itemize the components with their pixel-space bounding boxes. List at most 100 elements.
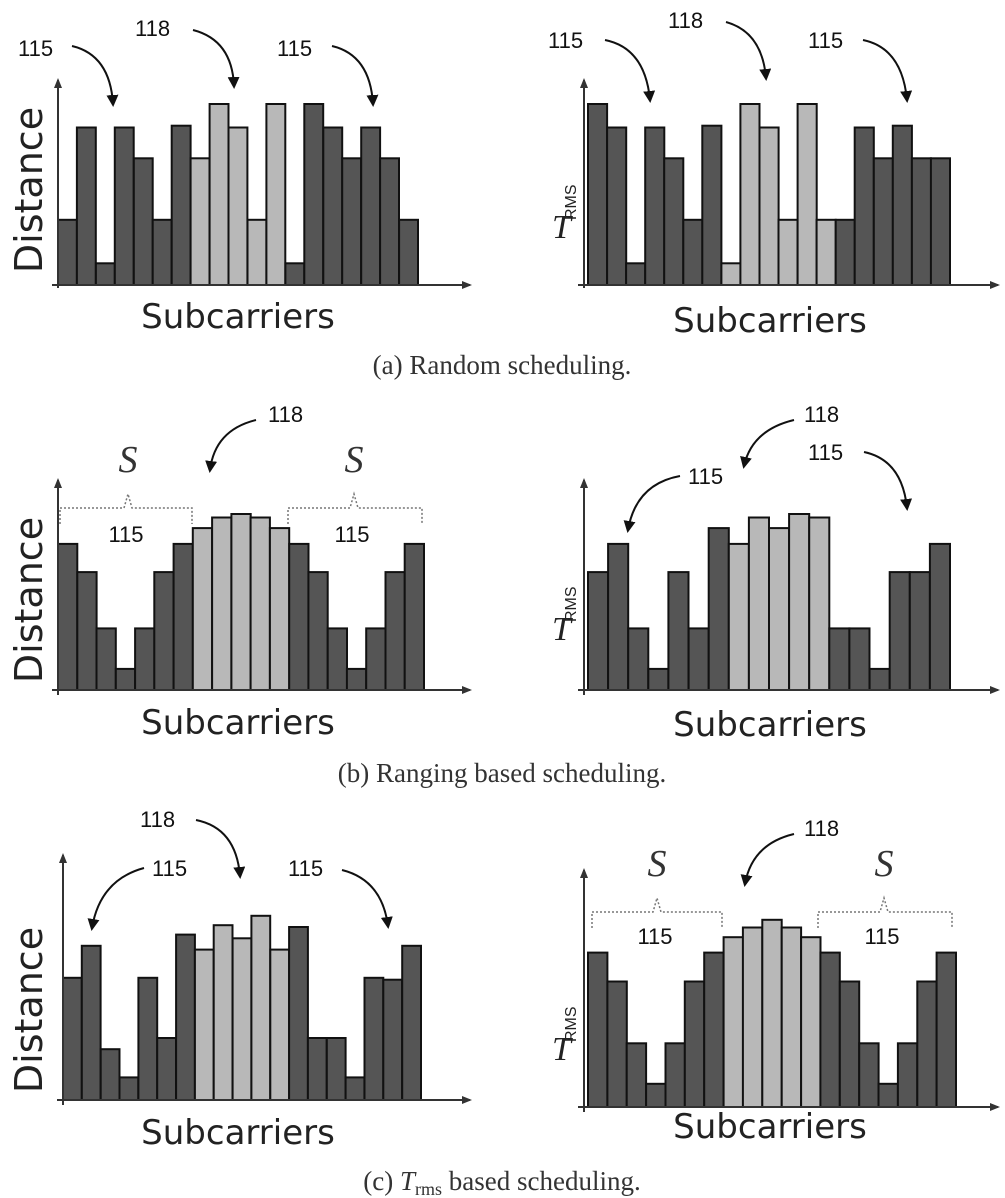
- subcarrier-bar: [644, 126, 666, 286]
- y-axis-label: Distance: [7, 107, 51, 273]
- panel-b-left: Distance Subcarriers S 115 118 S 115: [7, 402, 472, 743]
- annotation-arrow: [604, 39, 656, 103]
- subcarrier-bar: [250, 914, 272, 1101]
- panel-b-left-bars: [57, 513, 426, 692]
- annotation-label: 118: [804, 402, 839, 427]
- subcarrier-bar: [76, 571, 98, 691]
- annotation-label: 115: [548, 28, 583, 53]
- annotation-label: 115: [637, 924, 672, 949]
- subcarrier-bar: [95, 627, 117, 692]
- subcarrier-bar: [800, 936, 822, 1109]
- annotation-label: 118: [668, 8, 703, 33]
- subcarrier-bar: [739, 103, 761, 286]
- subcarrier-bar: [872, 157, 894, 286]
- subcarrier-bar: [838, 980, 861, 1108]
- caption-a: (a) Random scheduling.: [373, 350, 632, 380]
- subcarrier-bar: [777, 218, 799, 286]
- subcarrier-bar: [341, 157, 363, 286]
- subcarrier-bar: [303, 103, 325, 286]
- annotation-arrow: [331, 45, 379, 107]
- annotation-label: 118: [140, 807, 175, 832]
- y-axis-label: T: [552, 209, 573, 246]
- subcarrier-bar: [848, 627, 871, 692]
- x-axis-label: Subcarriers: [673, 1107, 867, 1147]
- subcarrier-bar: [888, 571, 911, 691]
- subcarrier-bar: [269, 948, 291, 1101]
- subcarrier-bar: [587, 571, 610, 691]
- annotation-arrow: [341, 869, 393, 929]
- subcarrier-bar: [647, 667, 670, 692]
- subcarrier-bar: [189, 157, 211, 286]
- subcarrier-bar: [683, 980, 706, 1108]
- caption-c-subscript: rms: [415, 1179, 442, 1198]
- subcarrier-bar: [761, 918, 783, 1108]
- subcarrier-bar: [193, 948, 215, 1101]
- annotation-label: 118: [268, 402, 303, 427]
- x-axis-label: Subcarriers: [673, 301, 867, 341]
- annotation-label: 115: [808, 28, 843, 53]
- subcarrier-bar: [788, 513, 811, 691]
- subcarrier-bar: [384, 571, 406, 691]
- s-symbol: S: [875, 843, 894, 885]
- subcarrier-bar: [587, 103, 609, 286]
- subcarrier-bar: [325, 1037, 347, 1101]
- annotation-arrow: [71, 45, 119, 107]
- subcarrier-bar: [808, 516, 831, 691]
- subcarrier-bar: [191, 527, 214, 691]
- subcarrier-bar: [607, 542, 630, 692]
- subcarrier-bar: [249, 516, 271, 691]
- caption-c-prefix: (c): [363, 1166, 400, 1196]
- subcarrier-bar: [908, 571, 931, 691]
- annotation-label: 115: [688, 464, 723, 489]
- subcarrier-bar: [768, 527, 791, 691]
- annotation-label: 115: [334, 522, 369, 547]
- subcarrier-bar: [94, 262, 116, 286]
- s-symbol: S: [345, 439, 364, 481]
- panel-a-left-bars: [57, 103, 420, 286]
- subcarrier-bar: [625, 262, 647, 286]
- bracket: [591, 895, 723, 928]
- annotation-arrow: [862, 39, 913, 103]
- subcarrier-bar: [156, 1037, 177, 1101]
- annotation-label: 118: [804, 816, 839, 841]
- annotation-arrow: [863, 451, 913, 511]
- subcarrier-bar: [796, 103, 818, 286]
- y-axis-label: Distance: [7, 927, 51, 1093]
- subcarrier-bar: [403, 542, 426, 692]
- annotation-label: 115: [152, 856, 187, 881]
- subcarrier-bar: [57, 542, 79, 692]
- s-symbol: S: [119, 439, 138, 481]
- subcarrier-bar: [819, 951, 841, 1108]
- subcarrier-bar: [891, 124, 913, 286]
- subcarrier-bar: [153, 571, 175, 691]
- subcarrier-bar: [382, 978, 404, 1102]
- subcarrier-bar: [401, 944, 423, 1101]
- svg-text:(c) Trms based scheduling.: (c) Trms based scheduling.: [363, 1166, 640, 1198]
- subcarrier-bar: [587, 951, 609, 1108]
- annotation-arrow: [205, 419, 257, 473]
- subcarrier-bar: [627, 627, 650, 692]
- subcarrier-bar: [828, 627, 851, 692]
- subcarrier-bar: [134, 627, 156, 692]
- subcarrier-bar: [365, 627, 387, 692]
- subcarrier-bar: [175, 933, 196, 1101]
- x-axis-label: Subcarriers: [141, 297, 335, 337]
- subcarrier-bar: [625, 1042, 648, 1109]
- subcarrier-bar: [231, 937, 253, 1101]
- subcarrier-bar: [916, 980, 938, 1108]
- y-axis-label: T: [552, 1031, 573, 1068]
- caption-b: (b) Ranging based scheduling.: [338, 758, 666, 788]
- subcarrier-bar: [722, 936, 744, 1109]
- subcarrier-bar: [99, 1048, 121, 1101]
- subcarrier-bar: [663, 157, 685, 286]
- y-axis-label: Distance: [7, 517, 51, 683]
- subcarrier-bar: [75, 126, 97, 286]
- subcarrier-bar: [727, 542, 750, 692]
- bracket: [59, 491, 193, 524]
- panel-c-left: Distance Subcarriers 118 115 115: [7, 807, 472, 1153]
- subcarrier-bar: [363, 976, 385, 1101]
- subcarrier-bar: [151, 218, 173, 286]
- subcarrier-bar: [379, 157, 401, 286]
- subcarrier-bar: [132, 157, 154, 286]
- subcarrier-bar: [118, 1076, 140, 1102]
